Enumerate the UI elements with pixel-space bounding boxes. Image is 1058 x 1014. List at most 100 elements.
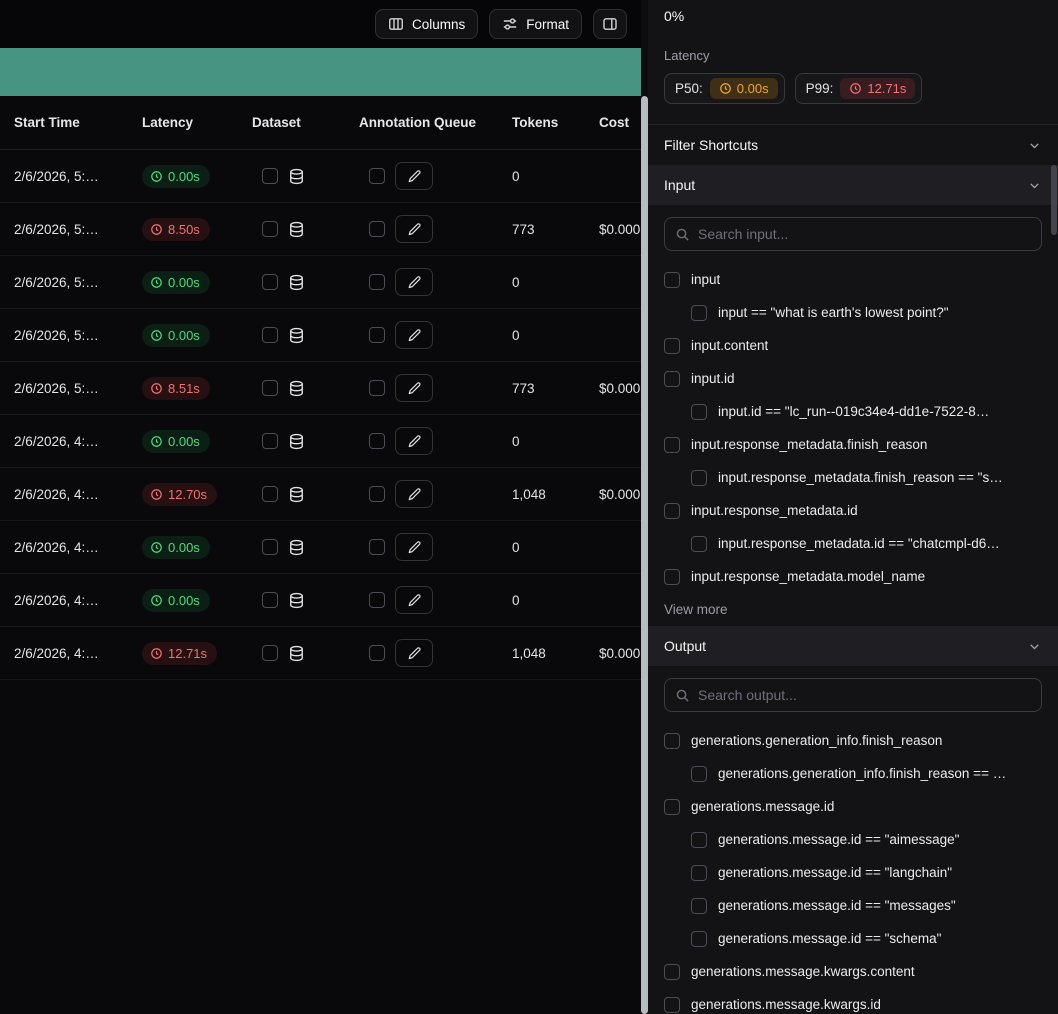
format-button[interactable]: Format bbox=[489, 9, 582, 39]
column-header-latency[interactable]: Latency bbox=[142, 115, 194, 130]
view-more-link[interactable]: View more bbox=[664, 602, 728, 617]
database-icon[interactable] bbox=[288, 486, 305, 503]
database-icon[interactable] bbox=[288, 592, 305, 609]
database-icon[interactable] bbox=[288, 380, 305, 397]
annotation-queue-checkbox[interactable] bbox=[369, 221, 385, 237]
database-icon[interactable] bbox=[288, 645, 305, 662]
input-section-header[interactable]: Input bbox=[648, 165, 1058, 205]
column-header-cost[interactable]: Cost bbox=[599, 115, 629, 130]
filter-item[interactable]: generations.message.id == "aimessage" bbox=[664, 823, 1042, 856]
annotation-queue-button[interactable] bbox=[395, 586, 433, 614]
side-panel-toggle-button[interactable] bbox=[593, 9, 627, 39]
annotation-queue-button[interactable] bbox=[395, 374, 433, 402]
column-header-start-time[interactable]: Start Time bbox=[14, 115, 80, 130]
column-header-dataset[interactable]: Dataset bbox=[252, 115, 301, 130]
filter-shortcuts-header[interactable]: Filter Shortcuts bbox=[664, 125, 1042, 165]
filter-checkbox[interactable] bbox=[664, 732, 680, 749]
table-row[interactable]: 2/6/2026, 4:… 0.00s 0 bbox=[0, 574, 641, 627]
dataset-checkbox[interactable] bbox=[262, 168, 278, 184]
filter-item[interactable]: generations.message.id == "langchain" bbox=[664, 856, 1042, 889]
annotation-queue-button[interactable] bbox=[395, 427, 433, 455]
filter-item[interactable]: input.id == "lc_run--019c34e4-dd1e-7522-… bbox=[664, 395, 1042, 428]
table-row[interactable]: 2/6/2026, 5:… 0.00s 0 bbox=[0, 256, 641, 309]
annotation-queue-button[interactable] bbox=[395, 639, 433, 667]
table-row[interactable]: 2/6/2026, 5:… 8.50s 773 $0.000 bbox=[0, 203, 641, 256]
filter-checkbox[interactable] bbox=[691, 535, 707, 552]
dataset-checkbox[interactable] bbox=[262, 486, 278, 502]
filter-item[interactable]: input bbox=[664, 263, 1042, 296]
database-icon[interactable] bbox=[288, 274, 305, 291]
annotation-queue-checkbox[interactable] bbox=[369, 327, 385, 343]
dataset-checkbox[interactable] bbox=[262, 274, 278, 290]
filter-checkbox[interactable] bbox=[691, 403, 707, 420]
dataset-checkbox[interactable] bbox=[262, 327, 278, 343]
filter-checkbox[interactable] bbox=[664, 996, 680, 1013]
dataset-checkbox[interactable] bbox=[262, 645, 278, 661]
panel-scrollbar-thumb[interactable] bbox=[1051, 165, 1057, 235]
columns-button[interactable]: Columns bbox=[374, 9, 479, 39]
annotation-queue-button[interactable] bbox=[395, 215, 433, 243]
dataset-checkbox[interactable] bbox=[262, 433, 278, 449]
table-row[interactable]: 2/6/2026, 4:… 12.70s 1,048 $0.000 bbox=[0, 468, 641, 521]
filter-item[interactable]: generations.generation_info.finish_reaso… bbox=[664, 724, 1042, 757]
filter-item[interactable]: input.response_metadata.id bbox=[664, 494, 1042, 527]
dataset-checkbox[interactable] bbox=[262, 380, 278, 396]
table-row[interactable]: 2/6/2026, 4:… 0.00s 0 bbox=[0, 521, 641, 574]
filter-item[interactable]: input.content bbox=[664, 329, 1042, 362]
filter-checkbox[interactable] bbox=[691, 765, 707, 782]
filter-checkbox[interactable] bbox=[691, 469, 707, 486]
filter-checkbox[interactable] bbox=[664, 502, 680, 519]
annotation-queue-checkbox[interactable] bbox=[369, 539, 385, 555]
annotation-queue-checkbox[interactable] bbox=[369, 592, 385, 608]
filter-item[interactable]: generations.generation_info.finish_reaso… bbox=[664, 757, 1042, 790]
annotation-queue-button[interactable] bbox=[395, 533, 433, 561]
annotation-queue-button[interactable] bbox=[395, 268, 433, 296]
database-icon[interactable] bbox=[288, 327, 305, 344]
output-search-field[interactable] bbox=[698, 687, 1031, 703]
annotation-queue-checkbox[interactable] bbox=[369, 486, 385, 502]
database-icon[interactable] bbox=[288, 539, 305, 556]
table-row[interactable]: 2/6/2026, 4:… 12.71s 1,048 $0.000 bbox=[0, 627, 641, 680]
filter-checkbox[interactable] bbox=[664, 337, 680, 354]
filter-checkbox[interactable] bbox=[691, 930, 707, 947]
input-search-field[interactable] bbox=[698, 226, 1031, 242]
database-icon[interactable] bbox=[288, 433, 305, 450]
p50-latency-chip[interactable]: P50: 0.00s bbox=[664, 73, 785, 104]
filter-checkbox[interactable] bbox=[664, 963, 680, 980]
filter-item[interactable]: generations.message.kwargs.content bbox=[664, 955, 1042, 988]
dataset-checkbox[interactable] bbox=[262, 539, 278, 555]
filter-checkbox[interactable] bbox=[691, 864, 707, 881]
input-search[interactable] bbox=[664, 217, 1042, 251]
filter-item[interactable]: input.response_metadata.finish_reason ==… bbox=[664, 461, 1042, 494]
annotation-queue-button[interactable] bbox=[395, 162, 433, 190]
annotation-queue-checkbox[interactable] bbox=[369, 274, 385, 290]
filter-item[interactable]: input.response_metadata.id == "chatcmpl-… bbox=[664, 527, 1042, 560]
filter-checkbox[interactable] bbox=[691, 304, 707, 321]
p99-latency-chip[interactable]: P99: 12.71s bbox=[794, 73, 923, 104]
output-search[interactable] bbox=[664, 678, 1042, 712]
column-header-annotation-queue[interactable]: Annotation Queue bbox=[359, 115, 476, 130]
table-row[interactable]: 2/6/2026, 5:… 0.00s 0 bbox=[0, 309, 641, 362]
annotation-queue-checkbox[interactable] bbox=[369, 645, 385, 661]
table-row[interactable]: 2/6/2026, 5:… 0.00s 0 bbox=[0, 150, 641, 203]
dataset-checkbox[interactable] bbox=[262, 592, 278, 608]
filter-checkbox[interactable] bbox=[664, 271, 680, 288]
annotation-queue-checkbox[interactable] bbox=[369, 433, 385, 449]
filter-checkbox[interactable] bbox=[664, 370, 680, 387]
filter-checkbox[interactable] bbox=[691, 831, 707, 848]
table-row[interactable]: 2/6/2026, 5:… 8.51s 773 $0.000 bbox=[0, 362, 641, 415]
filter-checkbox[interactable] bbox=[664, 436, 680, 453]
annotation-queue-checkbox[interactable] bbox=[369, 168, 385, 184]
database-icon[interactable] bbox=[288, 168, 305, 185]
annotation-queue-button[interactable] bbox=[395, 480, 433, 508]
filter-item[interactable]: generations.message.id == "messages" bbox=[664, 889, 1042, 922]
filter-checkbox[interactable] bbox=[664, 798, 680, 815]
annotation-queue-checkbox[interactable] bbox=[369, 380, 385, 396]
output-section-header[interactable]: Output bbox=[648, 626, 1058, 666]
filter-item[interactable]: input.response_metadata.finish_reason bbox=[664, 428, 1042, 461]
table-row[interactable]: 2/6/2026, 4:… 0.00s 0 bbox=[0, 415, 641, 468]
filter-item[interactable]: generations.message.id == "schema" bbox=[664, 922, 1042, 955]
column-header-tokens[interactable]: Tokens bbox=[512, 115, 559, 130]
filter-item[interactable]: input.response_metadata.model_name bbox=[664, 560, 1042, 593]
database-icon[interactable] bbox=[288, 221, 305, 238]
